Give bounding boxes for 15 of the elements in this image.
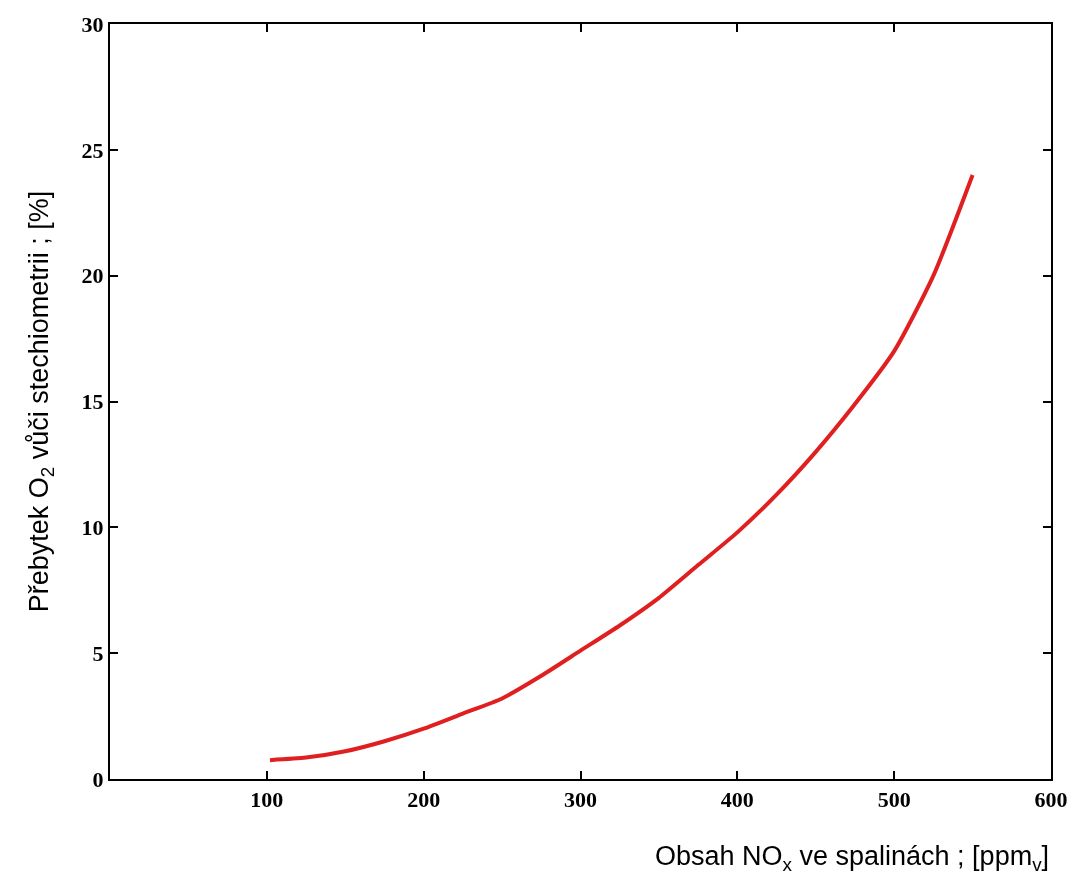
y-tick-label: 10	[81, 515, 104, 541]
x-tick-label: 200	[407, 787, 441, 813]
x-tick-label: 300	[564, 787, 597, 813]
x-tick-label: 500	[877, 787, 911, 813]
x-tick-label: 600	[1034, 787, 1068, 813]
line-series	[267, 173, 975, 763]
x-axis-title: Obsah NO$_{x}$ ve spalinách ; [ppm$_{v}$]	[655, 841, 1050, 875]
y-tick-label: 20	[81, 263, 104, 289]
x-tick-label: 100	[250, 787, 284, 813]
y-tick-label: 5	[92, 640, 104, 666]
y-tick-label: 15	[81, 389, 104, 415]
y-tick-label: 30	[81, 11, 104, 37]
y-tick-label: 25	[81, 137, 104, 163]
x-tick-label: 400	[720, 787, 754, 813]
y-tick-label: 0	[92, 766, 104, 792]
